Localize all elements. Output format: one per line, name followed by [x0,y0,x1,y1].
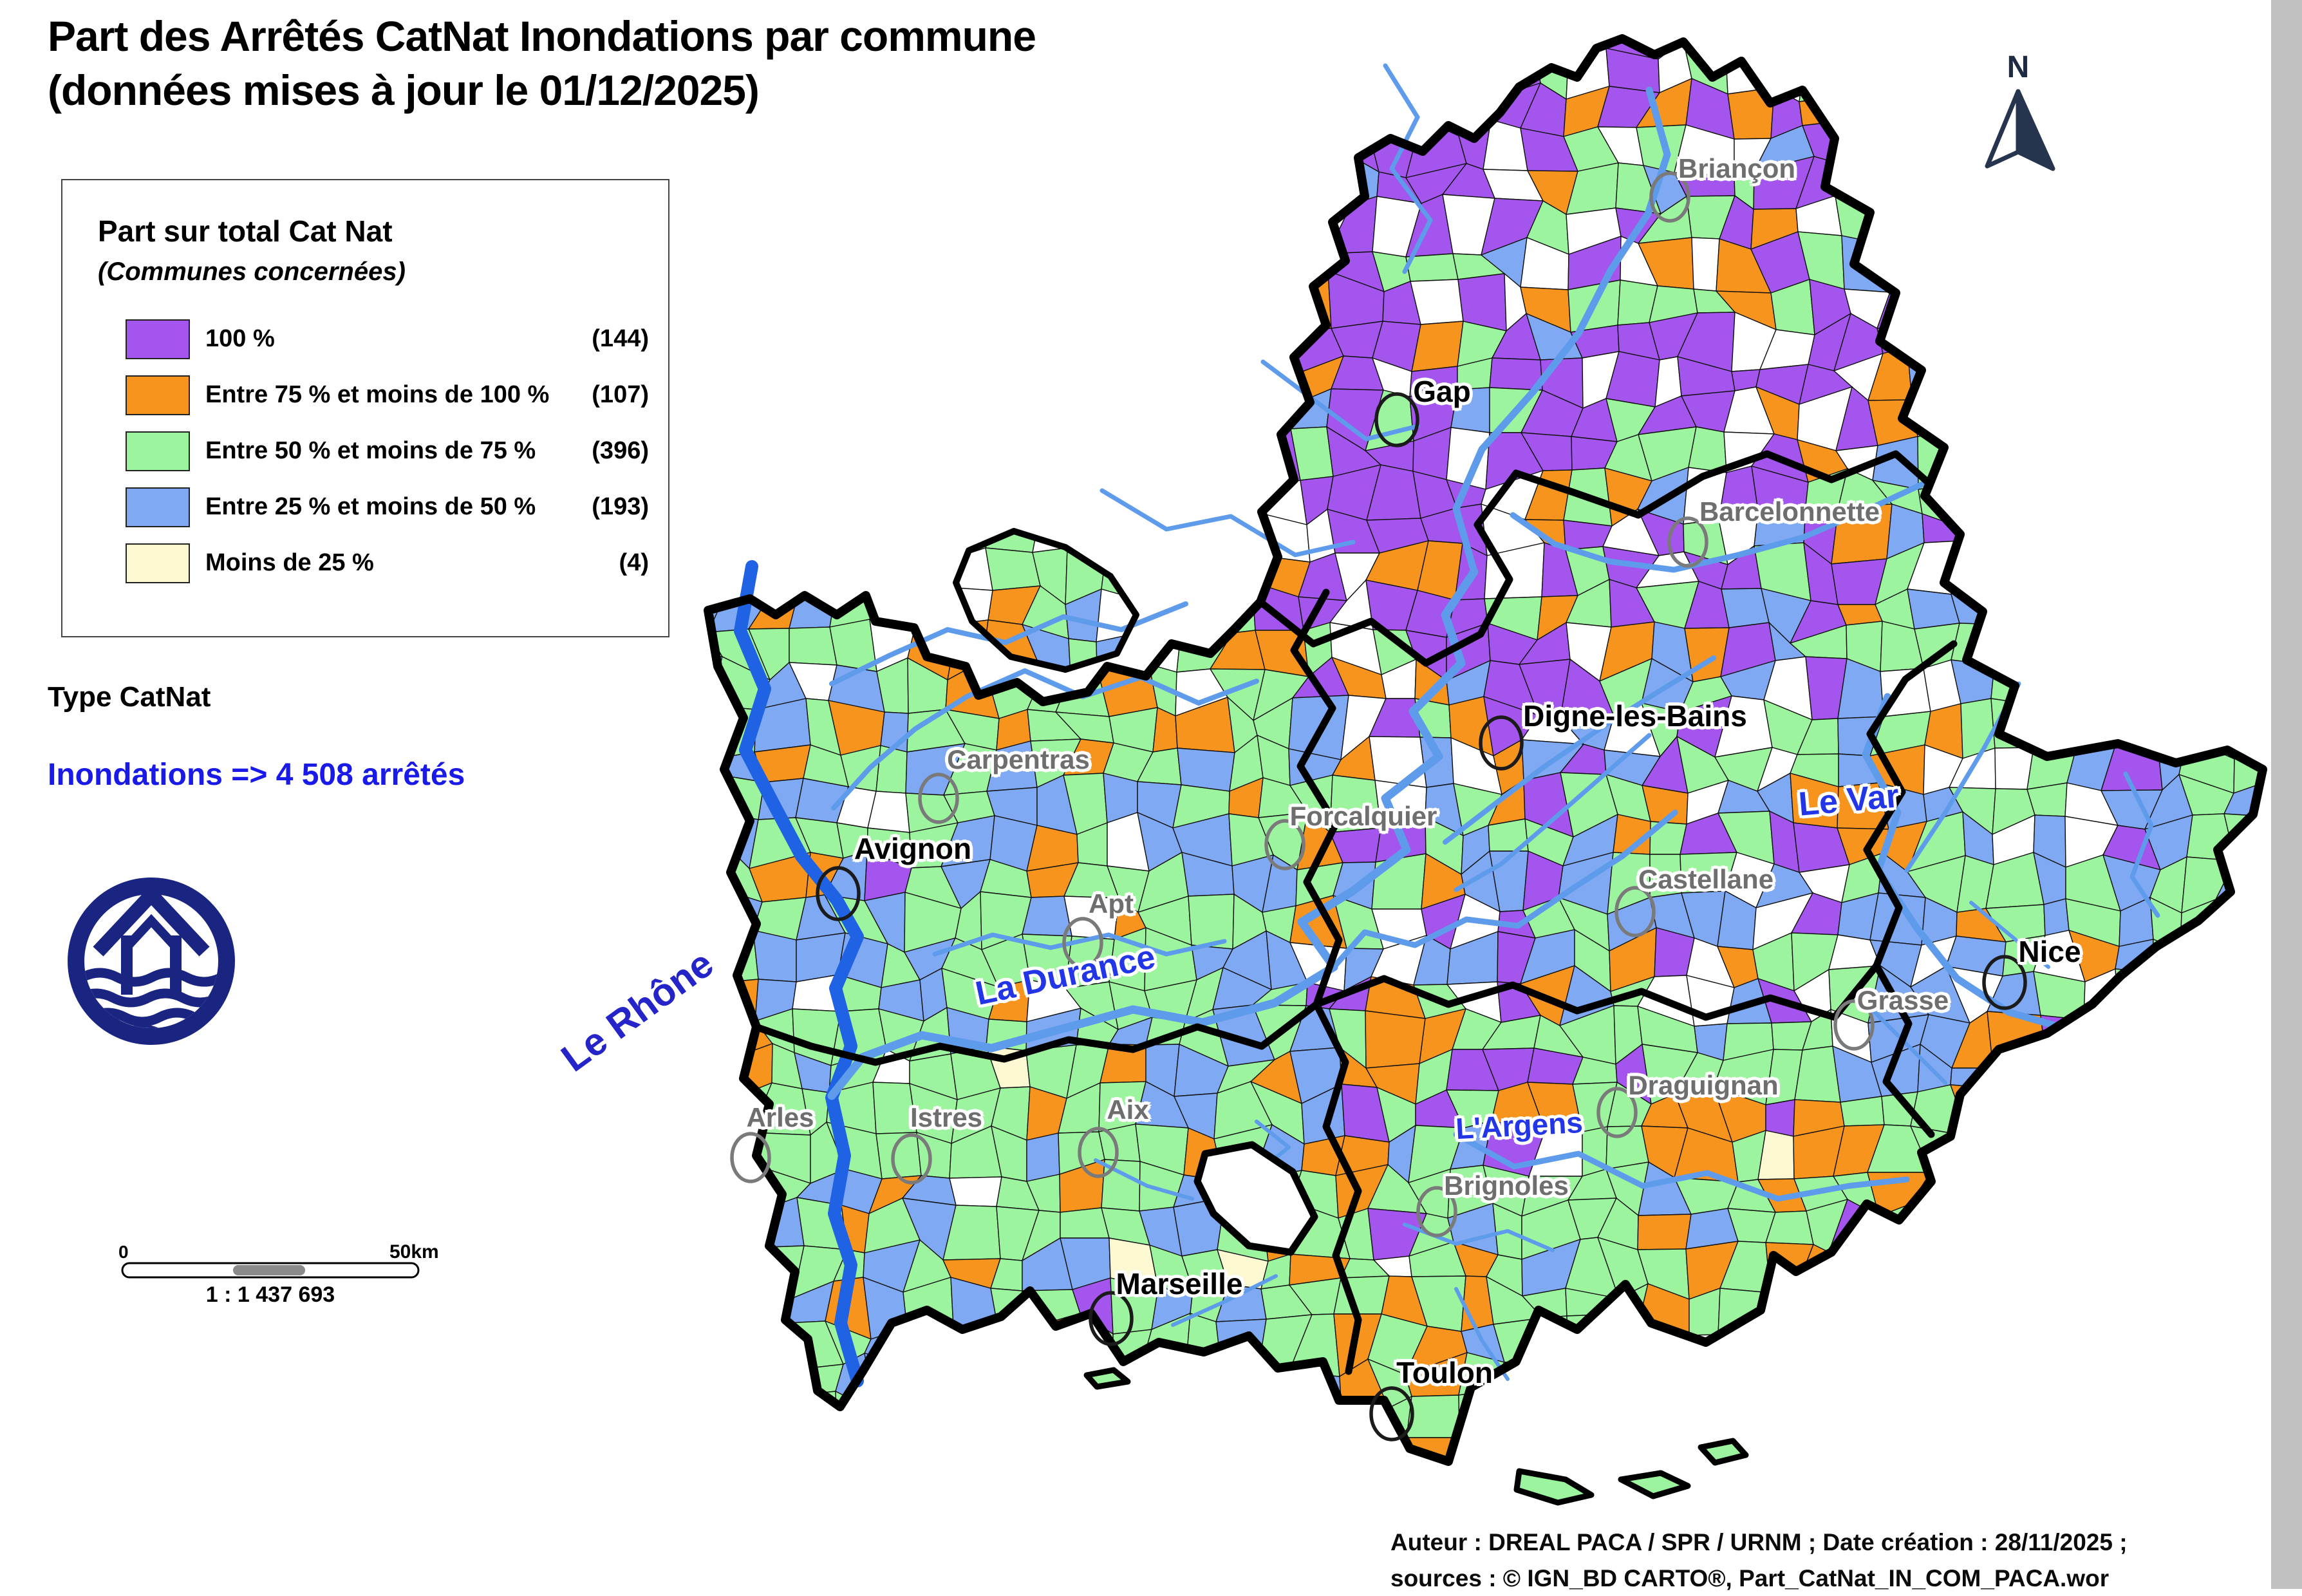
legend-label: Entre 50 % et moins de 75 % [205,437,552,465]
legend-title: Part sur total Cat Nat [98,214,668,249]
legend-label: 100 % [205,325,552,353]
legend-row: Entre 75 % et moins de 100 % (107) [62,367,668,423]
north-label: N [2007,50,2030,84]
legend-label: Moins de 25 % [205,549,552,577]
legend-label: Entre 75 % et moins de 100 % [205,381,552,409]
page-title: Part des Arrêtés CatNat Inondations par … [48,9,1036,118]
right-gray-band [2271,0,2302,1589]
legend-subtitle: (Communes concernées) [98,258,668,286]
attribution: Auteur : DREAL PACA / SPR / URNM ; Date … [1390,1525,2128,1596]
page-title-line1: Part des Arrêtés CatNat Inondations par … [48,9,1036,63]
legend-row: Entre 25 % et moins de 50 % (193) [62,479,668,535]
attribution-line1: Auteur : DREAL PACA / SPR / URNM ; Date … [1390,1525,2128,1561]
legend-swatch-less-25 [126,543,190,583]
legend-count: (4) [552,549,649,577]
legend-count: (107) [552,381,649,409]
north-arrow-right [2018,91,2053,169]
attribution-line2: sources : © IGN_BD CARTO®, Part_CatNat_I… [1390,1561,2128,1596]
island [1621,1473,1688,1496]
north-arrow-left [1987,91,2018,166]
legend-label: Entre 25 % et moins de 50 % [205,493,552,521]
scale-ratio: 1 : 1 437 693 [206,1282,335,1307]
island [1701,1441,1746,1463]
scale-bar-fill [233,1265,305,1275]
page-title-line2: (données mises à jour le 01/12/2025) [48,63,1036,117]
legend-count: (144) [552,325,649,353]
legend-rows: 100 % (144) Entre 75 % et moins de 100 %… [62,311,668,591]
island [1087,1370,1128,1387]
island [1517,1471,1591,1503]
inondations-count: Inondations => 4 508 arrêtés [48,757,465,793]
legend-swatch-100 [126,319,190,359]
legend-row: Moins de 25 % (4) [62,535,668,591]
legend-swatch-50-75 [126,431,190,471]
flood-logo [64,874,238,1048]
type-catnat-label: Type CatNat [48,681,211,713]
scale-bar: 0 50km 1 : 1 437 693 [97,1237,470,1315]
scale-start: 0 [118,1242,129,1262]
legend-count: (396) [552,437,649,465]
communes-mosaic [670,0,2302,1532]
legend-row: 100 % (144) [62,311,668,367]
legend-swatch-25-50 [126,487,190,527]
legend-row: Entre 50 % et moins de 75 % (396) [62,423,668,479]
scale-end: 50km [389,1241,439,1263]
north-arrow: N [1963,37,2079,185]
legend-count: (193) [552,493,649,521]
logo-ring [76,886,227,1037]
legend-swatch-75-100 [126,375,190,415]
legend: Part sur total Cat Nat (Communes concern… [61,179,669,637]
